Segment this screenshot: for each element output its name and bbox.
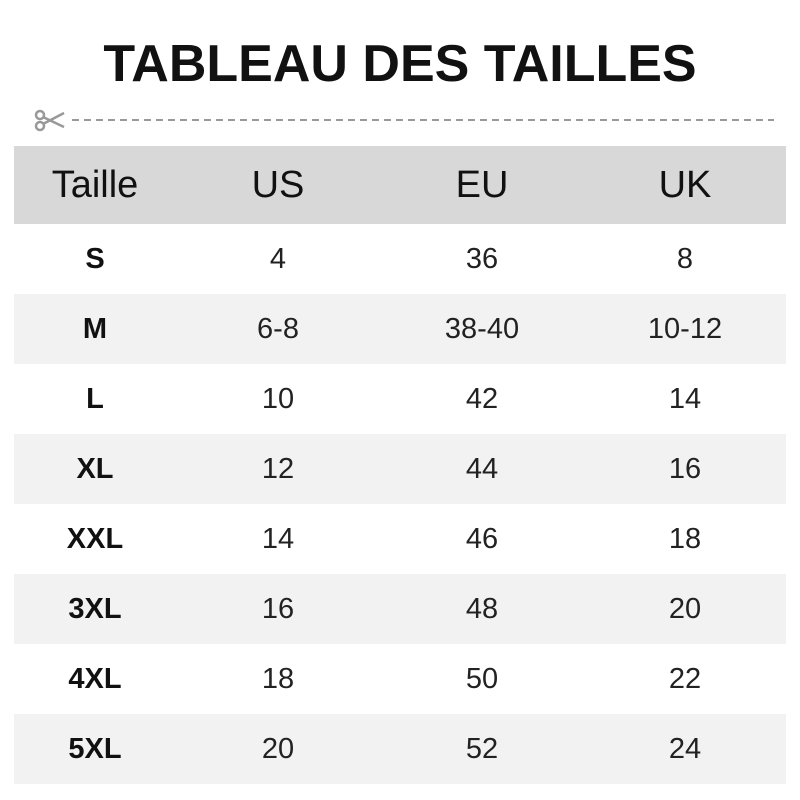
table-header-row: Taille US EU UK [14, 146, 786, 224]
table-row: 4XL 18 50 22 [14, 644, 786, 714]
size-label: 3XL [68, 592, 122, 625]
size-value: 10 [261, 382, 295, 415]
size-value: 6-8 [257, 312, 299, 345]
header-cell: Taille [51, 163, 139, 206]
table-row: 3XL 16 48 20 [14, 574, 786, 644]
size-label: XXL [66, 522, 124, 555]
scissors-icon [34, 109, 65, 132]
size-label: M [82, 312, 108, 345]
size-value: 44 [465, 452, 499, 485]
size-value: 42 [465, 382, 499, 415]
size-value: 20 [668, 592, 702, 625]
size-value: 4 [269, 242, 287, 275]
table-row: M 6-8 38-40 10-12 [14, 294, 786, 364]
size-value: 14 [261, 522, 295, 555]
table-row: 5XL 20 52 24 [14, 714, 786, 784]
size-value: 52 [465, 732, 499, 765]
size-value: 24 [668, 732, 702, 765]
header-cell: UK [658, 163, 712, 206]
size-value: 46 [465, 522, 499, 555]
size-value: 18 [261, 662, 295, 695]
size-value: 18 [668, 522, 702, 555]
table-row: L 10 42 14 [14, 364, 786, 434]
size-value: 10-12 [647, 312, 723, 345]
size-value: 8 [676, 242, 694, 275]
size-label: S [85, 242, 105, 275]
size-value: 50 [465, 662, 499, 695]
table-row: XXL 14 46 18 [14, 504, 786, 574]
size-label: 5XL [68, 732, 122, 765]
size-value: 48 [465, 592, 499, 625]
table-row: XL 12 44 16 [14, 434, 786, 504]
size-value: 38-40 [444, 312, 520, 345]
cut-line [34, 109, 774, 132]
size-label: L [86, 382, 104, 415]
page-title: TABLEAU DES TAILLES [103, 35, 697, 93]
size-value: 14 [668, 382, 702, 415]
size-value: 36 [465, 242, 499, 275]
size-label: 4XL [68, 662, 122, 695]
size-value: 12 [261, 452, 295, 485]
header-cell: US [251, 163, 305, 206]
size-value: 20 [261, 732, 295, 765]
size-label: XL [76, 452, 114, 485]
size-value: 22 [668, 662, 702, 695]
header-cell: EU [455, 163, 509, 206]
size-value: 16 [261, 592, 295, 625]
table-row: S 4 36 8 [14, 224, 786, 294]
size-table: Taille US EU UK S 4 36 8 M 6-8 38-40 10-12 L 10 42… [14, 146, 786, 784]
size-value: 16 [668, 452, 702, 485]
